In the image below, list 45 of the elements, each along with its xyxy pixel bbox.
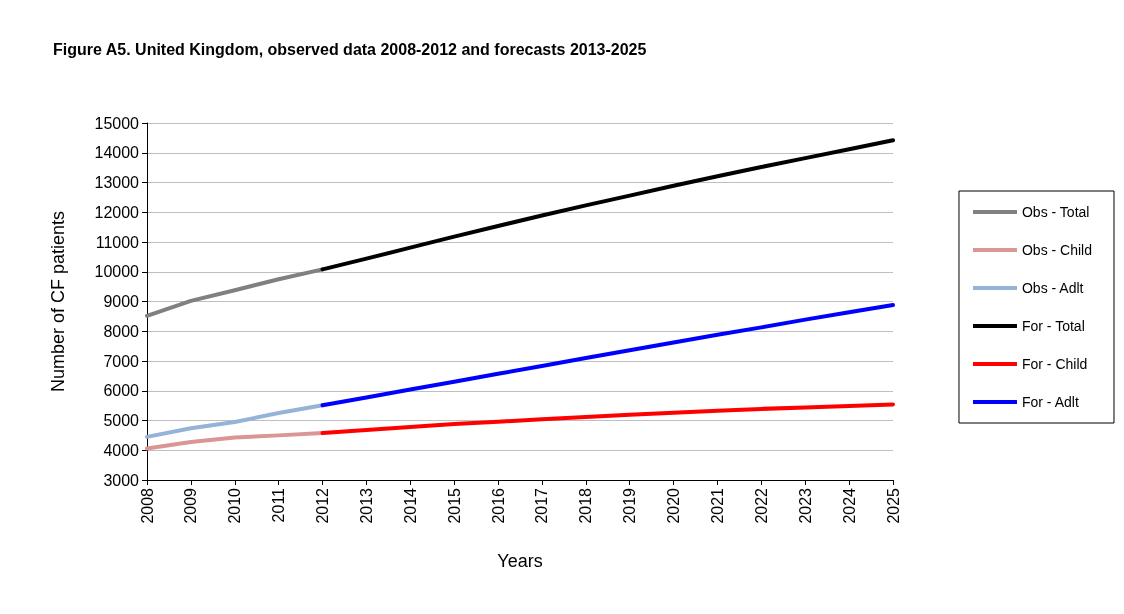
y-tick-label: 15000 bbox=[94, 114, 140, 132]
y-tick-label: 13000 bbox=[94, 174, 140, 191]
line-series bbox=[145, 403, 325, 439]
line-series bbox=[320, 138, 895, 272]
y-axis-title: Number of CF patients bbox=[48, 210, 68, 393]
legend-label: Obs - Adlt bbox=[1021, 280, 1084, 296]
x-tick-label: 2021 bbox=[708, 487, 726, 524]
legend-label: Obs - Child bbox=[1021, 242, 1093, 258]
legend-label: For - Total bbox=[1021, 318, 1085, 334]
x-tick-label: 2008 bbox=[138, 487, 156, 524]
x-tick-label: 2012 bbox=[314, 487, 332, 524]
line-series bbox=[320, 303, 895, 408]
y-tick-label: 8000 bbox=[103, 322, 140, 340]
legend-label: Obs - Total bbox=[1021, 204, 1090, 220]
y-tick-label: 4000 bbox=[103, 441, 140, 459]
y-tick-label: 5000 bbox=[103, 412, 140, 429]
x-tick-label: 2009 bbox=[182, 487, 200, 524]
x-tick-label: 2020 bbox=[665, 487, 683, 524]
x-tick-label: 2022 bbox=[752, 487, 770, 524]
x-tick-label: 2013 bbox=[357, 487, 375, 524]
x-tick-label: 2024 bbox=[840, 487, 858, 524]
legend-label: For - Child bbox=[1021, 356, 1088, 372]
x-tick-label: 2019 bbox=[621, 487, 639, 524]
y-tick-label: 12000 bbox=[94, 203, 140, 221]
chart-title: Figure A5. United Kingdom, observed data 2008-2012 and forecasts 2013-2025 bbox=[53, 40, 647, 58]
y-tick-label: 10000 bbox=[94, 263, 140, 281]
x-tick-label: 2023 bbox=[796, 487, 814, 524]
x-tick-label: 2014 bbox=[401, 487, 419, 524]
x-tick-label: 2016 bbox=[489, 487, 507, 524]
x-tick-label: 2017 bbox=[533, 487, 551, 524]
x-tick-label: 2025 bbox=[884, 487, 902, 524]
x-tick-label: 2018 bbox=[577, 487, 595, 524]
line-series bbox=[320, 402, 895, 435]
line-series bbox=[145, 267, 325, 318]
y-tick-label: 3000 bbox=[103, 471, 140, 489]
y-tick-label: 6000 bbox=[103, 382, 140, 400]
x-axis-title: Years bbox=[497, 551, 543, 571]
y-tick-label: 11000 bbox=[95, 233, 140, 251]
x-tick-label: 2011 bbox=[270, 487, 288, 523]
y-tick-label: 7000 bbox=[103, 352, 140, 370]
y-tick-label: 14000 bbox=[94, 144, 140, 162]
x-tick-label: 2010 bbox=[226, 487, 244, 524]
x-tick-label: 2015 bbox=[445, 487, 463, 524]
y-tick-label: 9000 bbox=[103, 293, 140, 310]
legend-label: For - Adlt bbox=[1021, 394, 1079, 410]
